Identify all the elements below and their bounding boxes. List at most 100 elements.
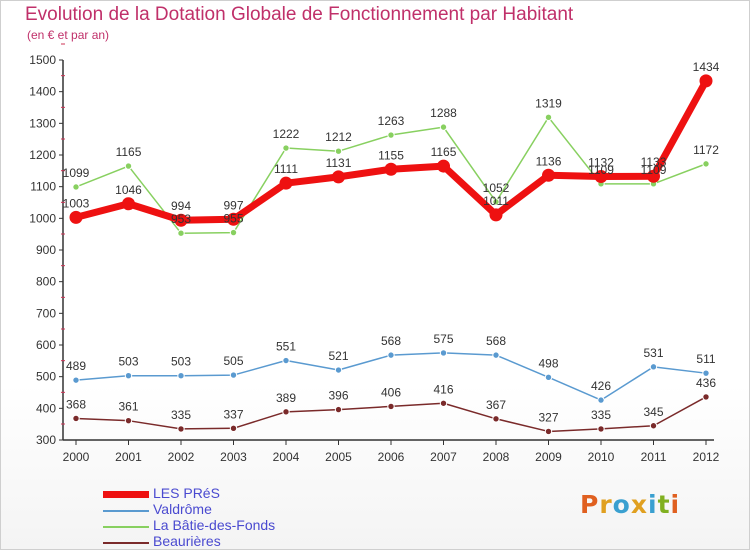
y-tick-label: 1200: [29, 148, 56, 162]
data-label: 997: [223, 198, 243, 212]
data-point: [334, 405, 343, 414]
data-point: [544, 113, 553, 122]
data-label: 1136: [536, 154, 562, 168]
logo-letter: o: [612, 490, 631, 519]
proxiti-logo: Proxiti: [580, 490, 680, 519]
x-tick-label: 2012: [693, 450, 720, 464]
data-label: 1111: [274, 162, 298, 176]
data-point: [332, 170, 345, 184]
legend-swatch: [103, 542, 149, 544]
data-label: 521: [328, 349, 348, 363]
data-point: [282, 356, 290, 365]
data-label: 327: [538, 410, 558, 424]
x-tick-label: 2000: [63, 450, 90, 464]
data-point: [649, 363, 658, 371]
data-point: [177, 372, 185, 380]
data-label: 1132: [588, 156, 614, 170]
legend-swatch: [103, 491, 149, 498]
y-tick-label: 1300: [29, 116, 56, 130]
data-point: [177, 425, 185, 433]
data-point: [124, 162, 133, 170]
legend-label: Beaurières: [153, 533, 221, 549]
data-point: [439, 399, 448, 407]
y-tick-label: 800: [36, 275, 56, 289]
data-label: 1109: [588, 163, 614, 177]
data-point: [702, 160, 710, 168]
data-label: 955: [223, 212, 243, 226]
data-label: 994: [171, 199, 191, 213]
data-label: 368: [66, 397, 86, 411]
data-point: [122, 197, 135, 211]
x-tick-label: 2004: [273, 450, 300, 464]
data-point: [384, 162, 398, 176]
data-point: [334, 366, 343, 374]
data-label: 345: [643, 405, 663, 419]
y-tick-label: 1000: [29, 211, 56, 225]
y-tick-label: 500: [36, 370, 56, 384]
data-point: [699, 74, 713, 88]
data-point: [597, 425, 605, 433]
data-point: [439, 123, 448, 131]
logo-letter: r: [599, 490, 613, 519]
y-tick-label: 1100: [30, 180, 56, 194]
data-label: 551: [276, 340, 296, 354]
data-label: 389: [276, 391, 296, 405]
data-label: 1165: [116, 145, 142, 159]
x-tick-label: 2002: [168, 450, 195, 464]
data-label: 503: [118, 355, 138, 369]
data-point: [597, 396, 605, 404]
data-point: [334, 147, 343, 155]
data-label: 367: [486, 398, 506, 412]
logo-letter: P: [580, 490, 600, 519]
data-point: [544, 427, 553, 436]
data-label: 1052: [483, 181, 510, 195]
data-point: [72, 414, 80, 423]
chart-subtitle: (en € et par an): [27, 28, 110, 42]
chart-title: Evolution de la Dotation Globale de Fonc…: [25, 4, 574, 25]
data-point: [124, 372, 133, 380]
data-label: 1165: [431, 145, 457, 159]
x-tick-label: 2007: [430, 450, 457, 464]
data-label: 1133: [641, 155, 667, 169]
data-label: 1131: [326, 156, 352, 170]
data-point: [229, 371, 238, 379]
data-label: 1434: [693, 60, 720, 74]
data-label: 426: [591, 379, 611, 393]
data-point: [544, 373, 553, 381]
data-point: [492, 351, 500, 359]
data-label: 498: [538, 356, 558, 370]
legend-label: Valdrôme: [153, 501, 212, 517]
x-tick-label: 2011: [641, 450, 667, 464]
legend-label: La Bâtie-des-Fonds: [153, 517, 276, 533]
y-tick-label: 1400: [29, 85, 56, 99]
data-point: [387, 402, 395, 411]
data-point: [492, 198, 500, 206]
data-point: [702, 369, 710, 377]
y-tick-label: 400: [36, 401, 56, 415]
x-tick-label: 2008: [483, 450, 510, 464]
data-label: 1011: [483, 194, 509, 208]
data-point: [282, 144, 290, 152]
x-tick-label: 2005: [325, 450, 352, 464]
data-point: [279, 176, 293, 190]
data-label: 568: [381, 334, 401, 348]
data-point: [489, 208, 503, 222]
data-point: [439, 349, 448, 357]
legend-swatch: [103, 510, 149, 512]
x-tick-label: 2006: [378, 450, 405, 464]
data-point: [227, 212, 240, 226]
data-point: [387, 351, 395, 359]
data-point: [702, 393, 710, 401]
data-label: 416: [433, 382, 453, 396]
data-label: 396: [328, 389, 348, 403]
data-label: 1099: [63, 166, 90, 180]
y-tick-label: 300: [36, 433, 56, 447]
data-label: 1319: [535, 96, 562, 110]
data-point: [542, 168, 555, 182]
data-label: 1263: [378, 114, 405, 128]
data-label: 337: [223, 407, 243, 421]
data-label: 406: [381, 385, 401, 399]
data-point: [437, 159, 450, 173]
